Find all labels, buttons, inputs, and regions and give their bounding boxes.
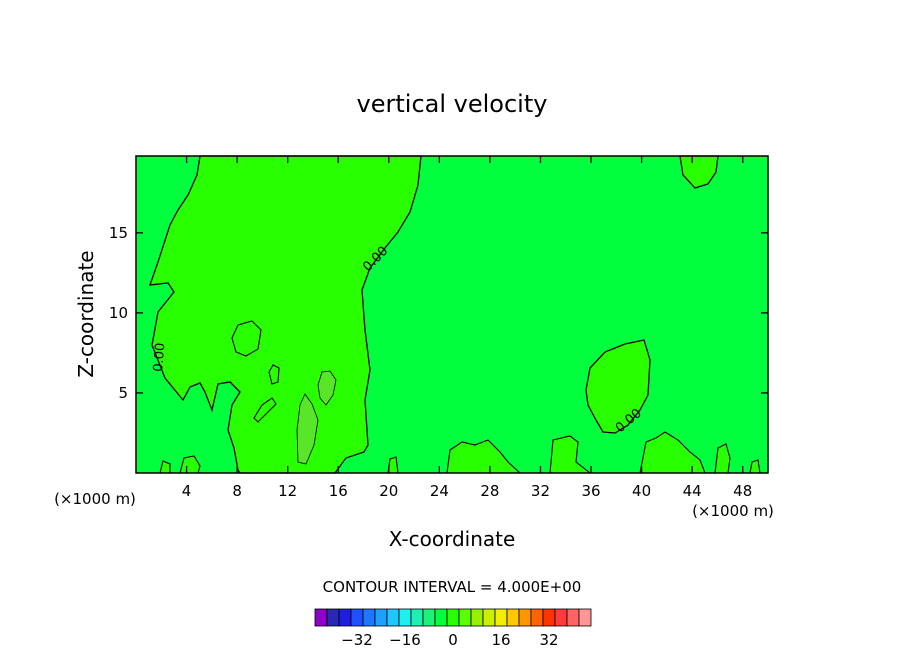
y-axis-label: Z-coordinate (74, 250, 98, 377)
colorbar-swatch (530, 608, 544, 627)
colorbar-swatch (482, 608, 496, 627)
x-tick-label: 20 (379, 482, 398, 500)
chart-title: vertical velocity (357, 90, 548, 118)
plot-area: 0.00 0.00 0.00 (135, 155, 769, 474)
colorbar-swatch (422, 608, 436, 627)
strong-cell (317, 370, 337, 406)
positive-region-main (149, 155, 422, 474)
positive-blob (749, 459, 761, 474)
positive-blob (639, 431, 706, 474)
colorbar-swatch (398, 608, 412, 627)
colorbar-swatch (410, 608, 424, 627)
colorbar-swatch (470, 608, 484, 627)
x-tick-label: 36 (581, 482, 600, 500)
x-tick-label: 24 (430, 482, 449, 500)
colorbar-swatch (362, 608, 376, 627)
colorbar-swatch (314, 608, 328, 627)
contour-label: 0.00 (151, 342, 168, 372)
colorbar-swatch (518, 608, 532, 627)
y-axis: 5 10 15 (109, 224, 768, 402)
colorbar-tick-label: −32 (341, 631, 373, 649)
x-tick-label: 16 (329, 482, 348, 500)
positive-blob (446, 439, 522, 474)
x-axis: 4 8 12 16 20 24 28 32 36 40 44 48 (182, 156, 752, 500)
x-tick-label: 32 (531, 482, 550, 500)
colorbar-swatch (542, 608, 556, 627)
y-tick-label: 5 (118, 384, 128, 402)
x-unit-right: (×1000 m) (692, 502, 774, 520)
colorbar-swatch (506, 608, 520, 627)
strong-cell (296, 393, 319, 465)
colorbar-swatch (446, 608, 460, 627)
x-tick-label: 12 (278, 482, 297, 500)
x-tick-label: 44 (683, 482, 702, 500)
colorbar-tick-label: 0 (448, 631, 458, 649)
positive-blob (387, 456, 399, 474)
x-tick-label: 28 (480, 482, 499, 500)
colorbar-swatch (350, 608, 364, 627)
x-tick-label: 48 (733, 482, 752, 500)
colorbar-swatch (554, 608, 568, 627)
colorbar-swatch (386, 608, 400, 627)
colorbar-tick-label: −16 (389, 631, 421, 649)
contour-interval: CONTOUR INTERVAL = 4.000E+00 (323, 578, 582, 596)
x-unit-left: (×1000 m) (54, 490, 136, 508)
y-tick-label: 10 (109, 304, 128, 322)
colorbar-swatch (374, 608, 388, 627)
colorbar-swatch (566, 608, 580, 627)
colorbar-swatch (458, 608, 472, 627)
colorbar-swatch (578, 608, 592, 627)
positive-blob (268, 364, 280, 385)
colorbar-swatch (494, 608, 508, 627)
colorbar-tick-label: 16 (491, 631, 510, 649)
positive-blob (253, 397, 277, 423)
colorbar-swatch (326, 608, 340, 627)
x-tick-label: 40 (632, 482, 651, 500)
x-tick-label: 4 (182, 482, 192, 500)
y-tick-label: 15 (109, 224, 128, 242)
x-tick-label: 8 (232, 482, 242, 500)
plot-frame (135, 155, 769, 474)
colorbar-swatch (338, 608, 352, 627)
x-axis-label: X-coordinate (389, 527, 516, 551)
positive-region-right (585, 339, 651, 434)
positive-blob (231, 320, 262, 357)
colorbar-tick-label: 32 (539, 631, 558, 649)
colorbar: −32 −16 0 16 32 (314, 608, 592, 649)
colorbar-swatch (434, 608, 448, 627)
